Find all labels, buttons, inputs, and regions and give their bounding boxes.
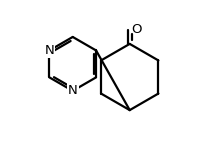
Text: N: N [68, 84, 78, 97]
Text: O: O [132, 23, 142, 36]
Text: N: N [45, 44, 54, 57]
